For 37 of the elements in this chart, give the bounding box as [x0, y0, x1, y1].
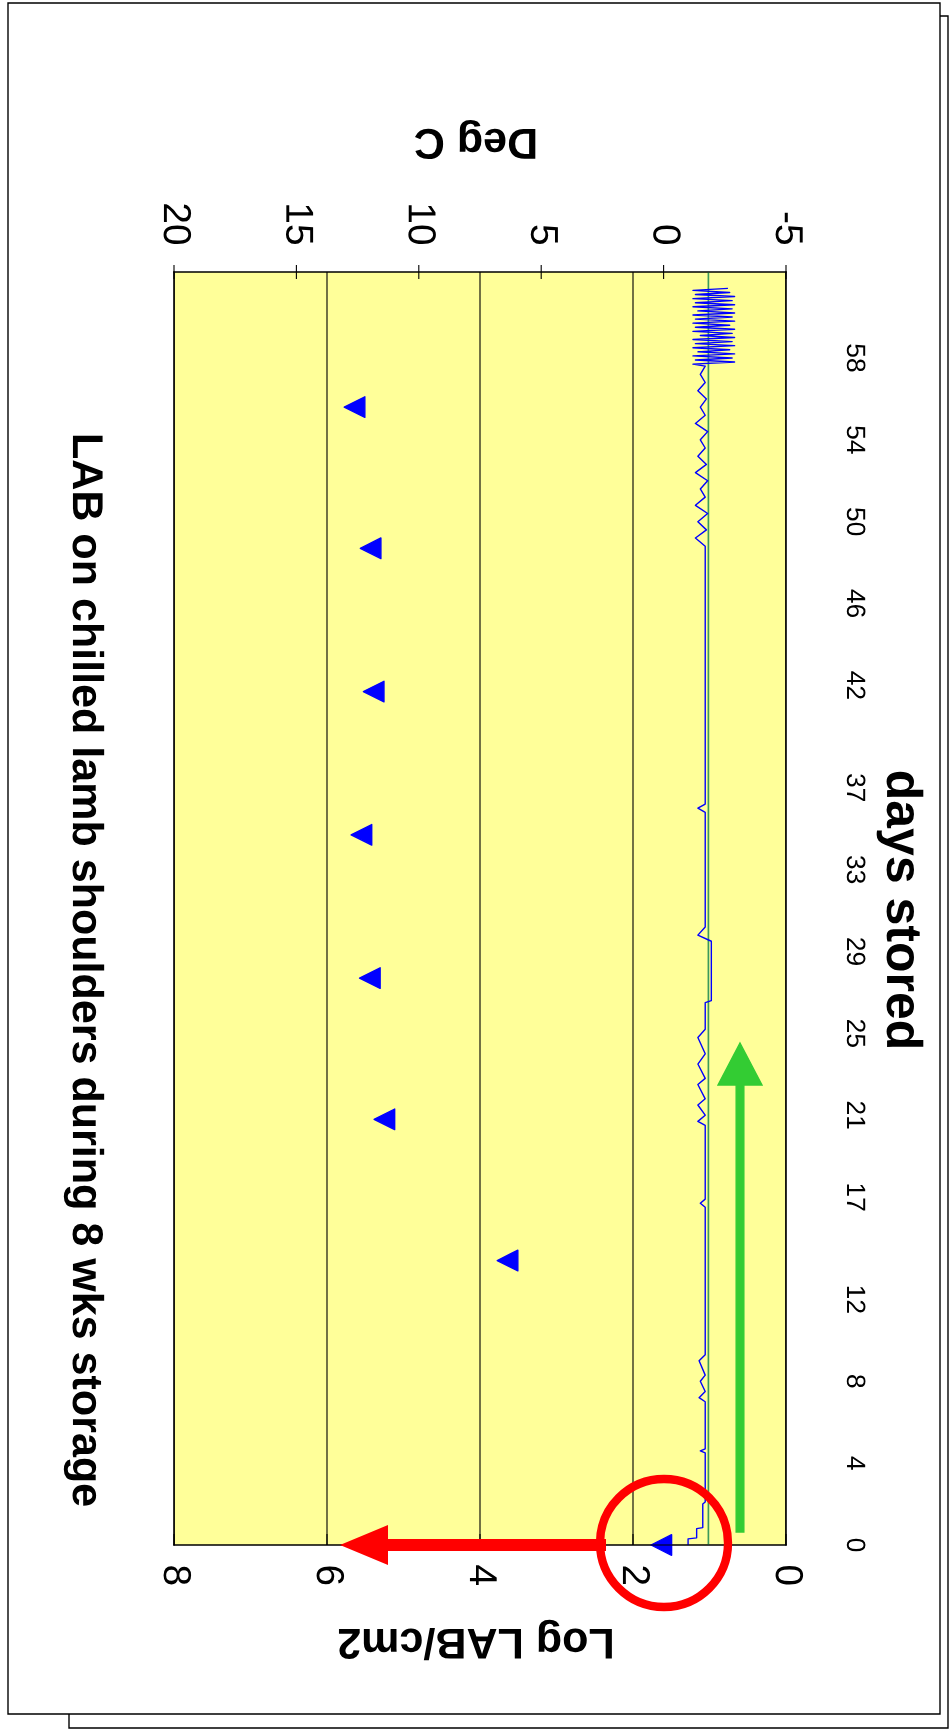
y-tick-label: 29 [846, 938, 866, 965]
y-tick-label: 33 [846, 855, 866, 884]
x-tick-label: 8 [163, 1566, 192, 1585]
y-tick-label: 8 [846, 1375, 866, 1388]
y-tick-label: 50 [846, 508, 866, 536]
x-axis-title: Log LAB/cm2 [338, 1619, 612, 1661]
point [358, 967, 381, 990]
point [350, 823, 373, 846]
y-tick-label: 58 [846, 344, 866, 372]
y-tick-label: 46 [846, 589, 866, 618]
y-tick-label: 42 [847, 671, 866, 699]
y-tick-label: 21 [847, 1101, 866, 1129]
y-tick-label: 37 [846, 774, 866, 802]
x-tick-label: 4 [469, 1565, 497, 1585]
text: LAB on chilled lamb shoulders during 8 wks storage [63, 435, 105, 1506]
y-axis-title: days stored [876, 771, 924, 1048]
point [496, 1249, 519, 1272]
y-tick-label: 17 [847, 1184, 866, 1211]
point [362, 680, 385, 703]
x2-tick-label: 10 [408, 205, 436, 245]
x2-tick-label: -5 [775, 212, 803, 244]
x2-axis-title: Deg C [414, 119, 536, 160]
x-tick-label: 2 [622, 1566, 651, 1585]
point [359, 537, 382, 560]
x-tick-label: 6 [316, 1566, 345, 1585]
x2-tick-label: 5 [530, 225, 558, 244]
x2-tick-label: 15 [285, 205, 314, 244]
y-tick-label: 4 [847, 1456, 866, 1470]
x-tick-label: 0 [775, 1565, 804, 1585]
point [343, 396, 366, 419]
y-tick-label: 0 [846, 1538, 866, 1552]
point [373, 1108, 396, 1131]
y-tick-label: 25 [846, 1020, 866, 1047]
x2-tick-label: 20 [163, 204, 192, 245]
x2-tick-label: 0 [653, 225, 681, 245]
y-tick-label: 12 [847, 1286, 866, 1313]
y-tick-label: 54 [846, 426, 866, 454]
